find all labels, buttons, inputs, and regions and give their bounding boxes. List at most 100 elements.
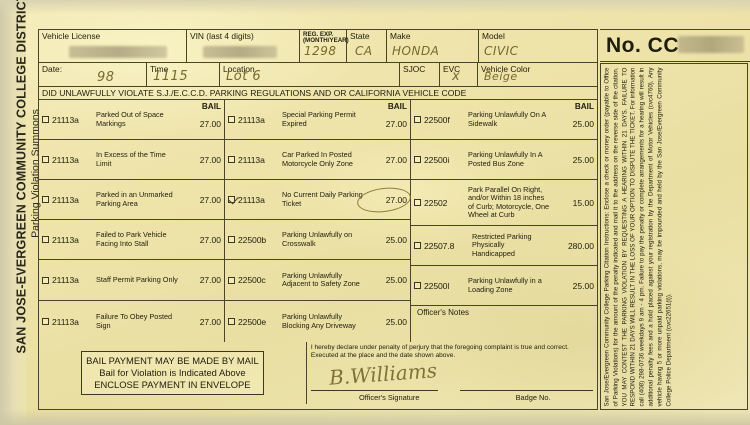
violation-row[interactable]: 22500b Parking Unlawfully on Crosswalk 2… (224, 220, 410, 260)
violation-code: 21113a (52, 234, 79, 245)
violation-description: No Current Daily Parking Ticket (281, 190, 363, 208)
evc-field[interactable]: EVC x (440, 63, 478, 86)
state-value: CA (355, 44, 373, 58)
violation-checkbox[interactable] (42, 318, 49, 325)
violation-column-1: BAIL 21113a Parked Out of Space Markings… (39, 100, 225, 342)
badge-label: Badge No. (515, 393, 551, 402)
violation-row[interactable]: 21113a Parked in an Unmarked Parking Are… (39, 180, 224, 220)
violation-bail: 27.00 (385, 119, 407, 129)
violation-row[interactable]: 22502 Park Parallel On Right, and/or Wit… (410, 180, 597, 226)
violation-checkbox[interactable] (42, 236, 49, 243)
violation-row[interactable]: BAIL 21113a Parked Out of Space Markings… (39, 100, 224, 140)
violation-checkbox[interactable] (413, 156, 421, 163)
violation-checkbox[interactable] (227, 236, 235, 243)
violation-checkbox[interactable] (42, 116, 49, 123)
footer-section: BAIL PAYMENT MAY BE MADE BY MAIL Bail fo… (39, 342, 597, 404)
incident-row: Date: 98 Time 1115 Location Lot 6 SJOC E… (39, 63, 597, 87)
reg-exp-label-line1: REG. EXP. (303, 31, 334, 38)
officer-notes-field[interactable]: Officer's Notes (411, 306, 597, 342)
citation-number-box: No. CC (600, 29, 750, 62)
badge-line[interactable] (459, 390, 593, 391)
location-field[interactable]: Location Lot 6 (220, 63, 400, 86)
violation-checkbox[interactable] (413, 199, 421, 206)
violation-description: Special Parking Permit Expired (281, 110, 356, 128)
vehicle-license-redaction (69, 46, 167, 58)
violation-checkbox[interactable] (227, 318, 235, 325)
reg-exp-field[interactable]: REG. EXP. (MONTH/YEAR) 1298 (300, 30, 349, 62)
violation-description: Parking Unlawfully On A Sidewalk (467, 110, 546, 128)
violation-checkbox[interactable] (413, 116, 421, 123)
violation-description: Parked in an Unmarked Parking Area (96, 190, 173, 208)
vehicle-license-field[interactable]: Vehicle License (39, 30, 187, 62)
evc-label: EVC (443, 64, 461, 74)
time-label: Time (150, 64, 169, 74)
sjoc-field[interactable]: SJOC (400, 63, 440, 86)
reg-exp-label-line2: (MONTH/YEAR) (303, 37, 349, 45)
bail-header-col2: BAIL (387, 102, 407, 111)
state-field[interactable]: State CA (347, 30, 387, 62)
violation-checkbox[interactable] (227, 116, 235, 123)
violation-checkbox[interactable] (42, 196, 49, 203)
violation-bail: 280.00 (567, 240, 594, 251)
violation-row[interactable]: BAIL 22500f Parking Unlawfully On A Side… (410, 100, 597, 140)
violation-checkbox[interactable] (413, 242, 421, 249)
violation-description: Failed to Park Vehicle Facing Into Stall (96, 230, 167, 248)
model-field[interactable]: Model CIVIC (479, 30, 597, 62)
violation-checkbox[interactable] (42, 276, 49, 284)
violation-checkbox[interactable] (227, 156, 235, 163)
violation-row-selected[interactable]: 21113a No Current Daily Parking Ticket 2… (224, 180, 413, 220)
violation-row[interactable]: 22500i Parking Unlawfully In A Posted Bu… (410, 140, 597, 180)
sjoc-label: SJOC (403, 64, 426, 74)
violation-description: Parked Out of Space Markings (96, 110, 164, 128)
violation-code: 21113a (52, 114, 79, 125)
violation-description: Parking Unlawfully in a Loading Zone (467, 276, 542, 294)
violation-description: Failure To Obey Posted Sign (96, 312, 173, 330)
violation-code: 22500f (423, 114, 450, 125)
declaration-container: I hereby declare under penalty of perjur… (307, 342, 597, 404)
citation-number-label: No. CC (606, 33, 679, 57)
time-field[interactable]: Time 1115 (147, 63, 220, 86)
violation-description: Park Parallel On Right, and/or Within 18… (467, 185, 550, 219)
violation-checkbox[interactable] (227, 276, 235, 284)
violation-checkbox[interactable] (413, 282, 421, 289)
reg-exp-value: 1298 (304, 44, 337, 58)
make-value: HONDA (392, 44, 440, 58)
violation-row[interactable]: BAIL 21113a Special Parking Permit Expir… (224, 100, 410, 140)
date-field[interactable]: Date: 98 (39, 63, 147, 86)
violation-row[interactable]: 21113a Failed to Park Vehicle Facing Int… (39, 220, 224, 260)
signature-line[interactable] (310, 390, 439, 391)
violation-checkbox[interactable] (42, 156, 49, 163)
declaration-text: I hereby declare under penalty of perjur… (310, 344, 569, 360)
violation-bail: 15.00 (572, 197, 594, 208)
vin-field[interactable]: VIN (last 4 digits) (187, 30, 300, 62)
paper-edge-left (0, 0, 26, 425)
violation-row[interactable]: 22500l Parking Unlawfully in a Loading Z… (410, 266, 597, 306)
violation-description: Parking Unlawfully Blocking Any Driveway (281, 312, 356, 330)
violation-code: 22500c (237, 275, 266, 285)
officer-signature-mark: B.Williams (328, 358, 438, 390)
violation-bail: 25.00 (572, 154, 594, 165)
violation-row[interactable]: 22500e Parking Unlawfully Blocking Any D… (225, 301, 410, 342)
violation-bail: 27.00 (199, 154, 221, 165)
citation-number-redaction (678, 36, 744, 53)
violation-code: 21113a (52, 194, 79, 205)
violation-row[interactable]: 21113a Car Parked In Posted Motorcycle O… (224, 140, 410, 180)
violation-row[interactable]: 21113a In Excess of the Time Limit 27.00 (39, 140, 224, 180)
vehicle-color-field[interactable]: Vehicle Color Beige (478, 63, 597, 86)
state-label: State (350, 31, 370, 41)
make-field[interactable]: Make HONDA (387, 30, 479, 62)
violation-bail: 25.00 (572, 119, 594, 129)
violation-row[interactable]: 21113a Failure To Obey Posted Sign 27.00 (39, 301, 224, 342)
model-label: Model (482, 31, 505, 41)
bail-header-col1: BAIL (201, 102, 221, 111)
violation-row[interactable]: 22500c Parking Unlawfully Adjacent to Sa… (224, 260, 410, 301)
violation-checkbox-checked[interactable] (227, 196, 235, 203)
violation-bail: 25.00 (385, 275, 407, 285)
violation-bail: 27.00 (199, 275, 221, 285)
violation-row[interactable]: 21113a Staff Permit Parking Only 27.00 (39, 260, 224, 301)
bail-notice-line2: Bail for Violation is Indicated Above (99, 367, 246, 379)
violation-code: 21113a (237, 114, 265, 125)
paper-edge-bottom (0, 409, 750, 425)
violation-row[interactable]: 22507.8 Restricted Parking Physically Ha… (410, 226, 597, 266)
